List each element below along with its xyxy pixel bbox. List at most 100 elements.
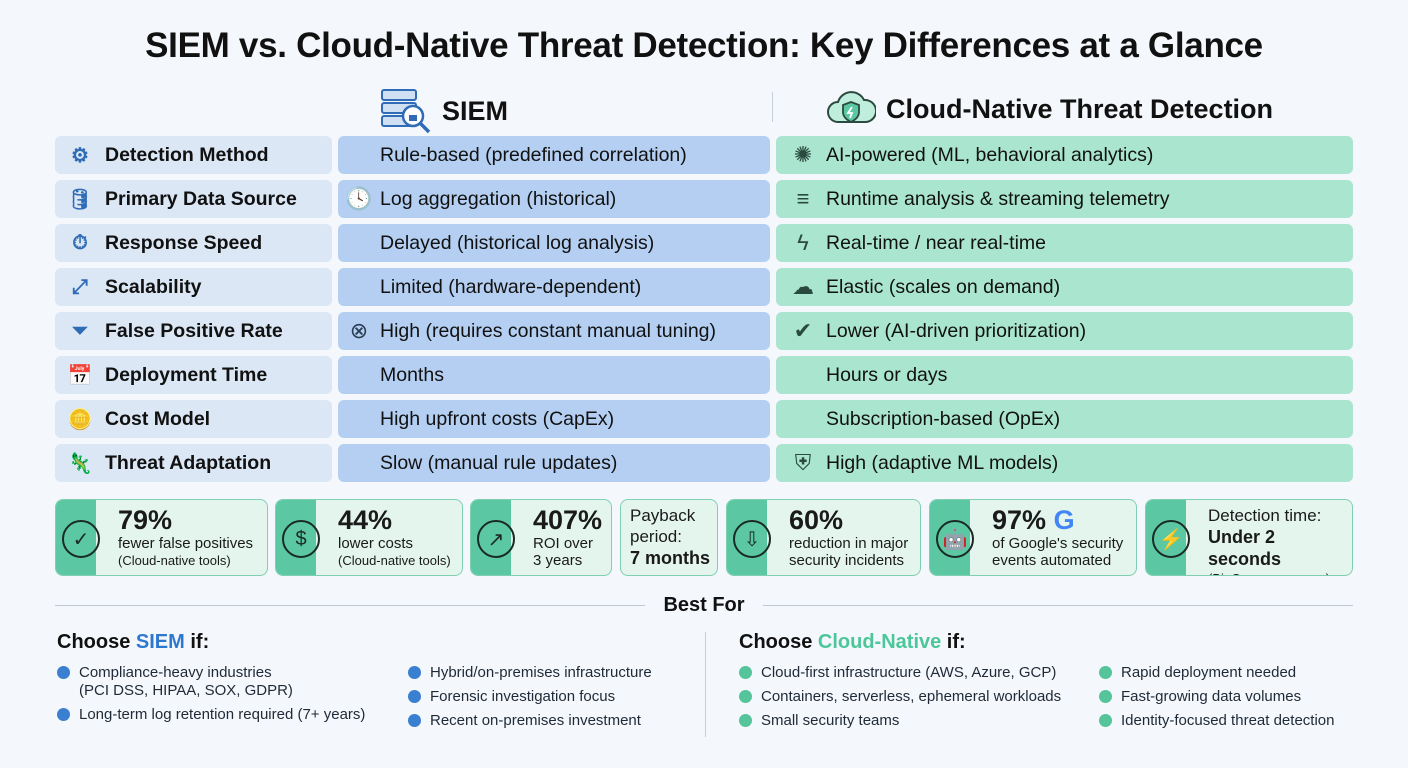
choose-suffix: if: — [941, 631, 966, 653]
row-label-cell: 🛢 Primary Data Source — [55, 180, 332, 218]
siem-value: Rule-based (predefined correlation) — [380, 143, 687, 166]
coins-icon: 🪙 — [67, 408, 93, 431]
brain-icon: ✺ — [793, 142, 813, 167]
siem-cell: 🕓 Log aggregation (historical) — [338, 180, 770, 218]
stat-card: ⚡ Detection time: Under 2 seconds(BigComme… — [1145, 499, 1353, 576]
siem-list-item: Long-term log retention required (7+ yea… — [57, 706, 365, 724]
cloud-value: Subscription-based (OpEx) — [826, 407, 1061, 430]
speed-icon: ≡ — [796, 186, 810, 211]
cloud-value: High (adaptive ML models) — [826, 451, 1059, 474]
stat-value: 79% — [118, 505, 253, 535]
cloud-cell: Subscription-based (OpEx) — [776, 400, 1353, 438]
page-title: SIEM vs. Cloud-Native Threat Detection: … — [145, 26, 1263, 65]
stat-number: 97% — [992, 505, 1047, 535]
chameleon-icon: 🦎 — [67, 452, 93, 475]
cloud-title: Cloud-Native Threat Detection — [886, 93, 1274, 124]
siem-value: Limited (hardware-dependent) — [380, 275, 642, 298]
siem-cell: Slow (manual rule updates) — [338, 444, 770, 482]
cloud-cell: ϟ Real-time / near real-time — [776, 224, 1353, 262]
stat-card: ↗ 407% ROI over 3 years — [470, 499, 612, 576]
dollar-circle-icon: $ — [282, 520, 320, 558]
comparison-row: 🛢 Primary Data Source 🕓 Log aggregation (h… — [55, 180, 1353, 218]
cloud-list-item: Identity-focused threat detection — [1099, 712, 1334, 730]
stat-card: ✓ 79% fewer false positives (Cloud-native t… — [55, 499, 268, 576]
cloud-cell: ≡ Runtime analysis & streaming telemetry — [776, 180, 1353, 218]
siem-value: Slow (manual rule updates) — [380, 451, 618, 474]
comparison-row: 🪙 Cost Model High upfront costs (CapEx) S… — [55, 400, 1353, 438]
siem-cell: ⊗ High (requires constant manual tuning) — [338, 312, 770, 350]
comparison-row: ⚙ Detection Method Rule-based (predefined… — [55, 136, 1353, 174]
cloud-column-header: Cloud-Native Threat Detection — [826, 88, 1273, 130]
stat-label: Detection time: — [1208, 506, 1322, 525]
trend-up-icon: ↗ — [477, 520, 515, 558]
siem-column-header: SIEM — [380, 88, 508, 134]
check-funnel-icon: ✔ — [793, 318, 813, 343]
comparison-row: ⏷ False Positive Rate ⊗ High (requires con… — [55, 312, 1353, 350]
item-text: Compliance-heavy industries — [79, 664, 272, 681]
row-label-cell: 📅 Deployment Time — [55, 356, 332, 394]
row-label: Primary Data Source — [105, 187, 297, 210]
funnel-icon: ⏷ — [72, 319, 88, 342]
x-circle-icon: ⊗ — [349, 318, 369, 343]
comparison-row: ⏱ Response Speed Delayed (historical log … — [55, 224, 1353, 262]
google-logo: G — [1053, 505, 1075, 535]
siem-cell: High upfront costs (CapEx) — [338, 400, 770, 438]
stat-highlight: 7 months — [630, 548, 711, 568]
shield-gear-icon: ⛨ — [794, 450, 812, 475]
siem-list-item: Recent on-premises investment — [408, 712, 641, 730]
stat-value: 60% — [789, 505, 908, 535]
lightning-icon: ϟ — [797, 230, 809, 255]
siem-value: High (requires constant manual tuning) — [380, 319, 717, 342]
siem-list-item: Forensic investigation focus — [408, 688, 615, 706]
row-label: Threat Adaptation — [105, 451, 272, 474]
stat-value: 97% G — [992, 505, 1123, 535]
stopwatch-bolt-icon: ⚡ — [1152, 520, 1190, 558]
cloud-icon: ☁ — [792, 274, 814, 299]
stat-label: period: — [630, 527, 682, 546]
shield-down-icon: ⇩ — [733, 520, 771, 558]
comparison-row: 🦎 Threat Adaptation Slow (manual rule upd… — [55, 444, 1353, 482]
divider-line — [763, 605, 1353, 606]
cloud-cell: ✔ Lower (AI-driven prioritization) — [776, 312, 1353, 350]
stat-number: 44% — [338, 505, 393, 535]
stopwatch-icon: ⏱ — [72, 231, 88, 254]
choose-siem-heading: Choose SIEM if: — [57, 631, 209, 654]
clock-icon: 🕓 — [345, 186, 373, 211]
choose-prefix: Choose — [57, 631, 136, 653]
siem-value: Months — [380, 363, 444, 386]
row-label-cell: ⤢ Scalability — [55, 268, 332, 306]
siem-title: SIEM — [442, 95, 509, 126]
stat-note: events automated — [992, 552, 1112, 569]
stat-description: lower costs — [338, 535, 414, 552]
stat-note: (Cloud-native tools) — [338, 553, 451, 568]
stat-note: (Cloud-native tools) — [118, 553, 231, 568]
comparison-row: 📅 Deployment Time Months Hours or days — [55, 356, 1353, 394]
stat-value: 407% — [533, 505, 602, 535]
row-label: False Positive Rate — [105, 319, 283, 342]
gear-icon: ⚙ — [71, 144, 89, 167]
cloud-list-item: Containers, serverless, ephemeral worklo… — [739, 688, 1061, 706]
cloud-cell: ✺ AI-powered (ML, behavioral analytics) — [776, 136, 1353, 174]
stat-highlight: Under 2 seconds — [1208, 527, 1282, 569]
divider-line — [55, 605, 645, 606]
row-label: Deployment Time — [105, 363, 268, 386]
database-icon: 🛢 — [67, 188, 93, 211]
stat-value: 44% — [338, 505, 451, 535]
cloud-list-item: Rapid deployment needed — [1099, 664, 1296, 682]
cloud-value: Runtime analysis & streaming telemetry — [826, 187, 1170, 210]
stat-description: fewer false positives — [118, 535, 254, 552]
row-label-cell: ⏱ Response Speed — [55, 224, 332, 262]
stat-note: security incidents — [789, 552, 905, 569]
siem-value: High upfront costs (CapEx) — [380, 407, 615, 430]
siem-value: Log aggregation (historical) — [380, 187, 617, 210]
choose-suffix: if: — [184, 631, 210, 653]
siem-cell: Rule-based (predefined correlation) — [338, 136, 770, 174]
cloud-value: Hours or days — [826, 363, 948, 386]
stat-card: Payback period: 7 months — [620, 499, 718, 576]
stat-description: reduction in major — [789, 535, 909, 552]
siem-value: Delayed (historical log analysis) — [380, 231, 655, 254]
cloud-value: Lower (AI-driven prioritization) — [826, 319, 1087, 342]
cloud-cell: ⛨ High (adaptive ML models) — [776, 444, 1353, 482]
row-label: Detection Method — [105, 143, 269, 166]
